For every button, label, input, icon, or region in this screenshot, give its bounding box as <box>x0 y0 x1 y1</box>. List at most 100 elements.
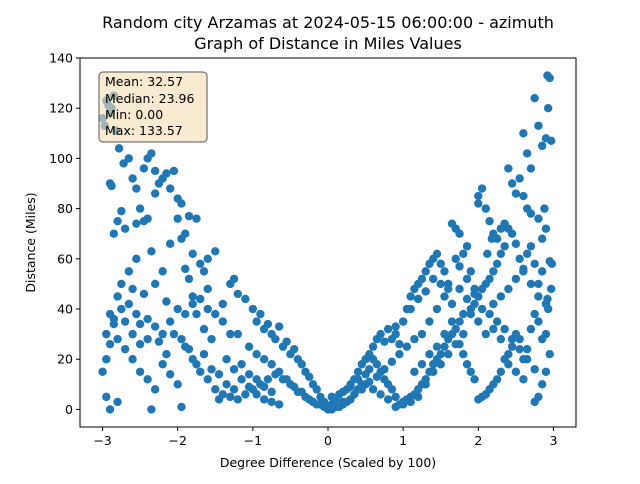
data-point <box>169 166 179 176</box>
data-point <box>113 397 122 407</box>
data-point <box>530 93 539 103</box>
data-point <box>440 342 449 351</box>
data-point <box>222 380 231 389</box>
data-point <box>203 284 212 294</box>
data-point <box>398 317 408 326</box>
data-point <box>391 392 400 402</box>
data-point <box>218 299 227 309</box>
data-point <box>259 355 269 364</box>
data-point <box>147 247 156 256</box>
data-point <box>346 382 355 392</box>
data-point <box>429 367 438 376</box>
data-point <box>455 284 464 294</box>
chart-subtitle: Graph of Distance in Miles Values <box>194 34 462 53</box>
data-point <box>432 304 442 314</box>
data-point <box>120 317 130 326</box>
data-point <box>102 329 111 339</box>
data-point <box>120 344 130 354</box>
data-point <box>519 267 528 276</box>
data-point <box>489 299 498 309</box>
data-point <box>237 360 246 369</box>
data-point <box>192 360 201 369</box>
data-point <box>252 390 261 399</box>
data-point <box>522 355 532 364</box>
data-point <box>188 299 197 309</box>
data-point <box>312 385 321 394</box>
data-point <box>372 372 382 381</box>
data-point <box>447 299 457 309</box>
data-point <box>489 324 498 334</box>
data-point <box>368 355 378 364</box>
y-axis-label: Distance (Miles) <box>23 192 38 292</box>
data-point <box>105 339 115 349</box>
data-point <box>184 274 194 284</box>
data-point <box>462 294 472 304</box>
data-point <box>530 365 539 374</box>
data-point <box>132 219 141 228</box>
data-point <box>455 262 464 271</box>
data-point <box>267 397 276 407</box>
data-point <box>537 234 547 243</box>
data-point <box>515 344 524 354</box>
data-point <box>368 385 378 394</box>
data-point <box>436 360 445 369</box>
data-point <box>226 392 235 402</box>
data-point <box>305 372 314 381</box>
data-point <box>380 365 389 374</box>
data-point <box>406 292 415 301</box>
data-point <box>522 249 532 258</box>
data-point <box>124 154 134 163</box>
data-point <box>395 350 404 359</box>
data-point <box>158 329 167 339</box>
x-axis-label: Degree Difference (Scaled by 100) <box>220 455 436 470</box>
data-point <box>233 329 243 339</box>
data-point <box>522 344 532 354</box>
data-point <box>526 209 536 218</box>
data-point <box>496 334 506 344</box>
data-point <box>113 292 122 301</box>
data-point <box>143 375 152 384</box>
data-point <box>547 136 556 146</box>
data-point <box>368 342 378 351</box>
data-point <box>207 365 216 374</box>
data-point <box>165 317 175 326</box>
data-point <box>169 329 179 339</box>
data-point <box>132 254 141 264</box>
data-point <box>199 267 209 276</box>
data-point <box>297 360 306 369</box>
data-point <box>391 322 400 331</box>
data-point <box>147 149 156 158</box>
data-point <box>534 214 543 223</box>
data-point <box>541 299 551 309</box>
data-point <box>274 367 284 376</box>
data-point <box>451 339 460 349</box>
data-point <box>496 367 506 376</box>
data-point <box>500 242 509 251</box>
data-point <box>530 259 539 269</box>
data-point <box>263 375 273 384</box>
data-point <box>540 204 549 213</box>
data-point <box>263 319 273 329</box>
data-point <box>537 267 547 276</box>
chart-title: Random city Arzamas at 2024-05-15 06:00:… <box>102 13 554 32</box>
data-point <box>477 304 487 314</box>
data-point <box>252 375 261 384</box>
data-point <box>361 370 370 379</box>
data-point <box>466 267 475 276</box>
y-tick-label: 120 <box>49 101 73 116</box>
data-point <box>492 259 502 269</box>
data-point <box>218 317 227 326</box>
data-point <box>207 334 216 344</box>
data-point <box>429 360 438 369</box>
data-point <box>541 224 551 233</box>
data-point <box>188 292 197 301</box>
data-point <box>102 355 111 364</box>
data-point <box>440 329 449 339</box>
data-point <box>545 73 554 83</box>
data-point <box>470 375 479 384</box>
data-point <box>474 317 483 326</box>
data-point <box>451 254 460 264</box>
data-point <box>413 392 423 402</box>
